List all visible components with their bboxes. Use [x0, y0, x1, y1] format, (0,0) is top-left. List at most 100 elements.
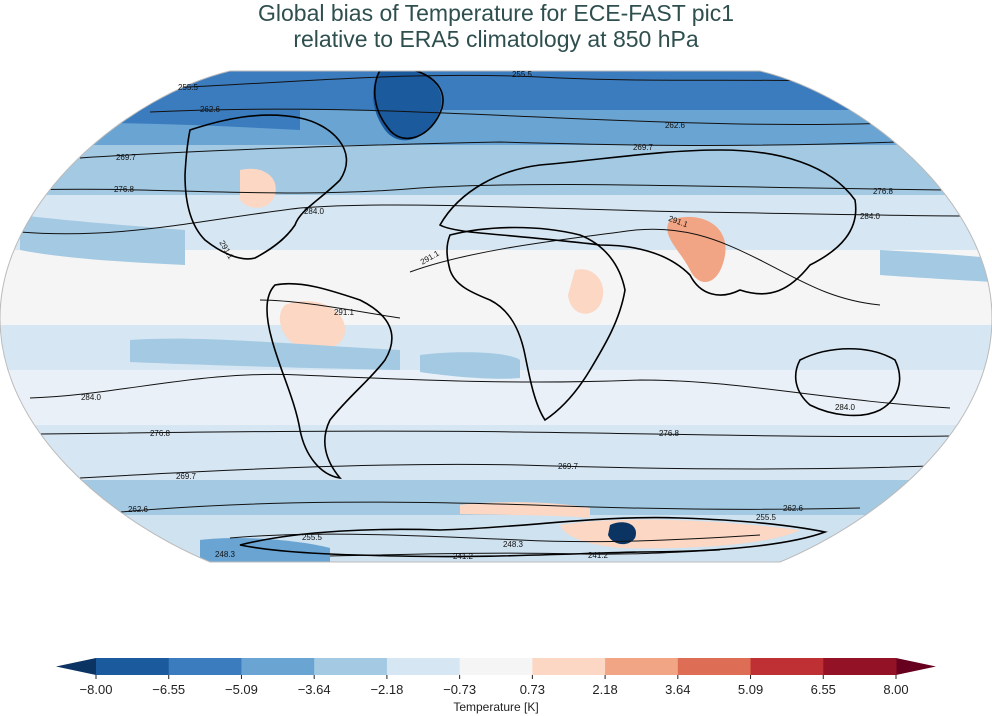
patch-south-pacific [130, 338, 400, 370]
colorbar-tick-label: 8.00 [883, 682, 908, 697]
contour-label-text: 291.1 [334, 308, 355, 317]
contour-line [29, 184, 961, 194]
contour-label: 284.0 [860, 212, 881, 221]
band-southern-ocean [0, 425, 992, 485]
colorbar-tick-label: −5.09 [225, 682, 258, 697]
australia-coast [794, 348, 901, 417]
africa-coast [446, 226, 626, 422]
patch-south-atlantic [420, 352, 520, 379]
contour-label: 284.0 [835, 403, 856, 412]
contour-label-text: 262.6 [200, 105, 221, 114]
contour-label-text: 276.8 [150, 429, 171, 438]
greenland-coast [373, 71, 444, 140]
colorbar-segment [750, 658, 824, 675]
contour-label-text: 276.8 [873, 187, 894, 196]
colorbar-extend-high [896, 658, 936, 675]
colorbar: −8.00 −6.55 −5.09 −3.64 −2.18 −0.73 0.73 2.18 3.… [56, 658, 936, 697]
colorbar-tick-label: 6.55 [811, 682, 836, 697]
colorbar-tick-label: −0.73 [443, 682, 476, 697]
contour-label: 276.8 [659, 429, 680, 438]
contour-label-text: 248.3 [503, 540, 524, 549]
patch-north-pacific [20, 215, 185, 265]
contour-label: 262.6 [783, 504, 804, 513]
contour-line [79, 463, 931, 479]
contour-label: 255.5 [512, 70, 533, 79]
antarctica-coast [239, 516, 828, 558]
contour-label-text: 269.7 [176, 472, 197, 481]
band-south-mid [0, 370, 992, 430]
patch-west-antarctica-cold [200, 537, 330, 562]
contour-label: 291.1 [334, 308, 355, 317]
contour-label: 262.6 [200, 105, 221, 114]
contour-label: 255.5 [756, 513, 777, 522]
colorbar-label: Temperature [K] [453, 700, 539, 714]
coastlines [184, 71, 901, 558]
contour-label-text: 262.6 [665, 121, 686, 130]
colorbar-extend-low [56, 658, 96, 675]
contour-label: 262.6 [128, 505, 149, 514]
colorbar-segment [605, 658, 679, 675]
contour-label: 262.6 [665, 121, 686, 130]
contour-line [409, 228, 881, 306]
contour-label: 284.0 [304, 207, 325, 216]
contour-label: 255.5 [302, 533, 323, 542]
colorbar-segment [459, 658, 533, 675]
contour-label-text: 255.5 [512, 70, 533, 79]
globe-outline [0, 70, 992, 563]
colorbar-segment [168, 658, 242, 675]
contour-line [19, 204, 986, 235]
contour-label: 255.5 [178, 83, 199, 92]
eurasia-coast [438, 149, 857, 296]
patch-antarctic-cold-spot [608, 522, 636, 545]
band-north-mid [0, 145, 992, 200]
contour-label-text: 269.7 [558, 462, 579, 471]
contour-label-text: 276.8 [659, 429, 680, 438]
chart-title-line-2: relative to ERA5 climatology at 850 hPa [293, 26, 699, 52]
contour-label-text: 255.5 [178, 83, 199, 92]
patch-west-pacific [880, 250, 992, 282]
contour-label: 248.3 [503, 540, 524, 549]
patch-east-africa-warm [568, 269, 604, 314]
contour-label-text: 248.3 [215, 550, 236, 559]
contour-label: 269.7 [633, 143, 654, 152]
contour-label-text: 262.6 [783, 504, 804, 513]
contour-line [229, 533, 761, 543]
contour-label: 276.8 [114, 185, 135, 194]
contour-label-text: 284.0 [304, 207, 325, 216]
colorbar-tick-label: 5.09 [738, 682, 763, 697]
colorbar-segment [314, 658, 388, 675]
contour-label: 269.7 [176, 472, 197, 481]
contour-line [39, 430, 951, 438]
map-field [0, 71, 992, 562]
contour-label-text: 269.7 [633, 143, 654, 152]
contour-line [259, 299, 401, 319]
contour-label: 269.7 [116, 153, 137, 162]
colorbar-tick-label: 3.64 [665, 682, 690, 697]
contour-label-text: 262.6 [128, 505, 149, 514]
contour-label: 284.0 [81, 393, 102, 402]
contour-label: 241.2 [453, 552, 474, 561]
patch-us-warm [240, 168, 276, 208]
patch-greenland [373, 71, 442, 141]
contour-label-text: 241.2 [588, 551, 609, 560]
south-america-coast [266, 282, 393, 480]
chart-title-line-1: Global bias of Temperature for ECE-FAST … [258, 0, 734, 26]
contour-label: 241.2 [588, 551, 609, 560]
contour-label-text: 269.7 [116, 153, 137, 162]
contour-label-text: 276.8 [114, 185, 135, 194]
colorbar-segment [241, 658, 315, 675]
contour-label: 269.7 [558, 462, 579, 471]
contour-line [149, 108, 961, 125]
contour-line [79, 139, 951, 159]
colorbar-tick-label: −6.55 [152, 682, 185, 697]
patch-amazon-warm [279, 301, 345, 350]
north-america-coast [184, 114, 348, 260]
colorbar-segment [677, 658, 752, 675]
contour-label-text: 284.0 [835, 403, 856, 412]
contour-line [29, 373, 951, 409]
colorbar-tick-label: 0.73 [520, 682, 545, 697]
colorbar-segment [96, 658, 170, 675]
colorbar-tick-label: −3.64 [298, 682, 331, 697]
colorbar-tick-label: −8.00 [80, 682, 113, 697]
